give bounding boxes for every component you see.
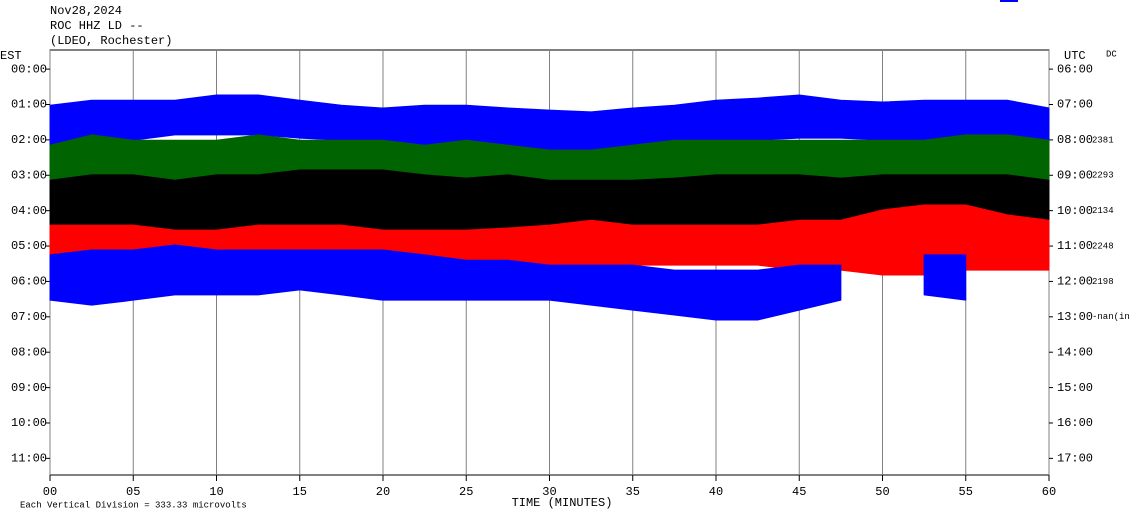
y2-tick-label: 17:00	[1057, 452, 1093, 466]
station-label: (LDEO, Rochester)	[50, 34, 172, 48]
x-tick-label: 45	[792, 485, 806, 499]
trace-band	[923, 254, 967, 301]
trace-band	[49, 244, 842, 321]
x-tick-label: 60	[1042, 485, 1056, 499]
y-tick-label: 05:00	[11, 239, 47, 253]
x-axis-label: TIME (MINUTES)	[512, 496, 613, 510]
x-tick-label: 10	[209, 485, 223, 499]
x-tick-label: 40	[709, 485, 723, 499]
dc-value: 2248	[1092, 241, 1114, 251]
x-tick-label: 15	[293, 485, 307, 499]
chart-title: Nov28,2024	[50, 4, 122, 18]
y2-tick-label: 13:00	[1057, 310, 1093, 324]
chart-subtitle: ROC HHZ LD --	[50, 19, 144, 33]
dc-value: -nan(ind	[1092, 312, 1130, 322]
y-tick-label: 02:00	[11, 133, 47, 147]
x-tick-label: 30	[542, 485, 556, 499]
y-tick-label: 01:00	[11, 98, 47, 112]
dc-value: 2293	[1092, 171, 1114, 181]
y-tick-label: 10:00	[11, 416, 47, 430]
x-tick-label: 05	[126, 485, 140, 499]
y-tick-label: 11:00	[11, 452, 47, 466]
footer: Each Vertical Division = 333.33 microvol…	[20, 500, 247, 510]
y2-tick-label: 11:00	[1057, 239, 1093, 253]
dc-label: DC	[1106, 49, 1117, 59]
y2-tick-label: 12:00	[1057, 275, 1093, 289]
dc-value: 2381	[1092, 135, 1114, 145]
x-tick-label: 20	[376, 485, 390, 499]
dc-value: 2134	[1092, 206, 1114, 216]
y-tick-label: 04:00	[11, 204, 47, 218]
y-tick-label: 08:00	[11, 345, 47, 359]
x-tick-label: 50	[875, 485, 889, 499]
x-tick-label: 35	[626, 485, 640, 499]
y-tick-label: 03:00	[11, 168, 47, 182]
dc-value: 2198	[1092, 277, 1114, 287]
y-tick-label: 06:00	[11, 275, 47, 289]
y2-tick-label: 09:00	[1057, 168, 1093, 182]
x-tick-label: 25	[459, 485, 473, 499]
x-tick-label: 55	[959, 485, 973, 499]
y2-tick-label: 15:00	[1057, 381, 1093, 395]
y-tick-label: 00:00	[11, 62, 47, 76]
x-tick-label: 00	[43, 485, 57, 499]
y-tick-label: 09:00	[11, 381, 47, 395]
y2-axis-label: UTC	[1064, 49, 1086, 63]
y2-tick-label: 14:00	[1057, 345, 1093, 359]
y2-tick-label: 16:00	[1057, 416, 1093, 430]
y2-tick-label: 06:00	[1057, 62, 1093, 76]
corner-mark	[1000, 0, 1018, 2]
y2-tick-label: 08:00	[1057, 133, 1093, 147]
y2-tick-label: 07:00	[1057, 98, 1093, 112]
y-axis-label: EST	[0, 49, 22, 63]
y-tick-label: 07:00	[11, 310, 47, 324]
y2-tick-label: 10:00	[1057, 204, 1093, 218]
